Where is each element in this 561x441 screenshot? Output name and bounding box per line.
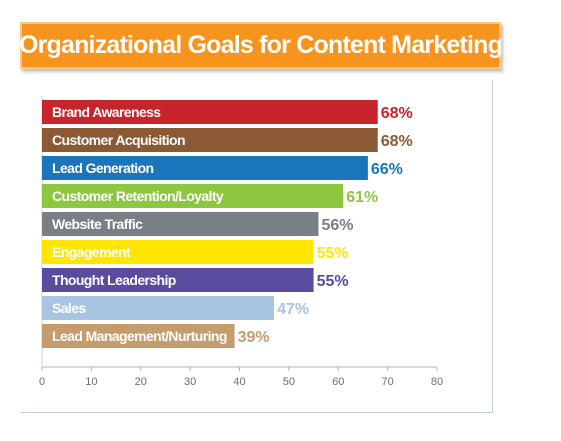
bar-3 xyxy=(42,184,344,208)
x-tick-label-4: 40 xyxy=(233,376,245,388)
x-tick-label-2: 20 xyxy=(135,376,147,388)
bar-label-4: Website Traffic xyxy=(52,216,143,232)
value-label-5: 55% xyxy=(317,245,349,262)
bar-label-0: Brand Awareness xyxy=(52,104,161,120)
bar-label-3: Customer Retention/Loyalty xyxy=(52,188,224,204)
bar-label-8: Lead Management/Nurturing xyxy=(52,328,227,344)
x-tick-label-5: 50 xyxy=(283,376,295,388)
bar-label-7: Sales xyxy=(52,300,86,316)
x-tick-label-8: 80 xyxy=(431,376,443,388)
bar-label-2: Lead Generation xyxy=(52,160,154,176)
bar-label-6: Thought Leadership xyxy=(52,272,176,288)
value-label-1: 68% xyxy=(381,133,413,150)
bar-label-1: Customer Acquisition xyxy=(52,132,185,148)
value-label-3: 61% xyxy=(346,189,378,206)
chart-panel: Brand Awareness 68% Customer Acquisition 68… xyxy=(20,80,493,413)
value-label-2: 66% xyxy=(371,161,403,178)
value-label-4: 56% xyxy=(322,217,354,234)
bar-chart: Brand Awareness 68% Customer Acquisition 68… xyxy=(39,96,443,388)
x-tick-label-0: 0 xyxy=(39,376,45,388)
value-label-8: 39% xyxy=(238,329,270,346)
bar-6 xyxy=(42,268,314,292)
value-label-6: 55% xyxy=(317,273,349,290)
bar-label-5: Engagement xyxy=(52,244,131,260)
bar-7 xyxy=(42,296,275,320)
x-tick-label-7: 70 xyxy=(382,376,394,388)
title-banner: Organizational Goals for Content Marketi… xyxy=(18,22,503,69)
bar-2 xyxy=(42,156,368,180)
x-tick-label-1: 10 xyxy=(85,376,97,388)
chart-title: Organizational Goals for Content Marketi… xyxy=(18,31,503,59)
x-tick-label-6: 60 xyxy=(332,376,344,388)
bar-0 xyxy=(42,100,378,124)
bar-1 xyxy=(42,128,378,152)
value-label-0: 68% xyxy=(381,105,413,122)
x-tick-label-3: 30 xyxy=(184,376,196,388)
bar-8 xyxy=(42,324,235,348)
bar-5 xyxy=(42,240,314,264)
bar-4 xyxy=(42,212,319,236)
value-label-7: 47% xyxy=(277,301,309,318)
